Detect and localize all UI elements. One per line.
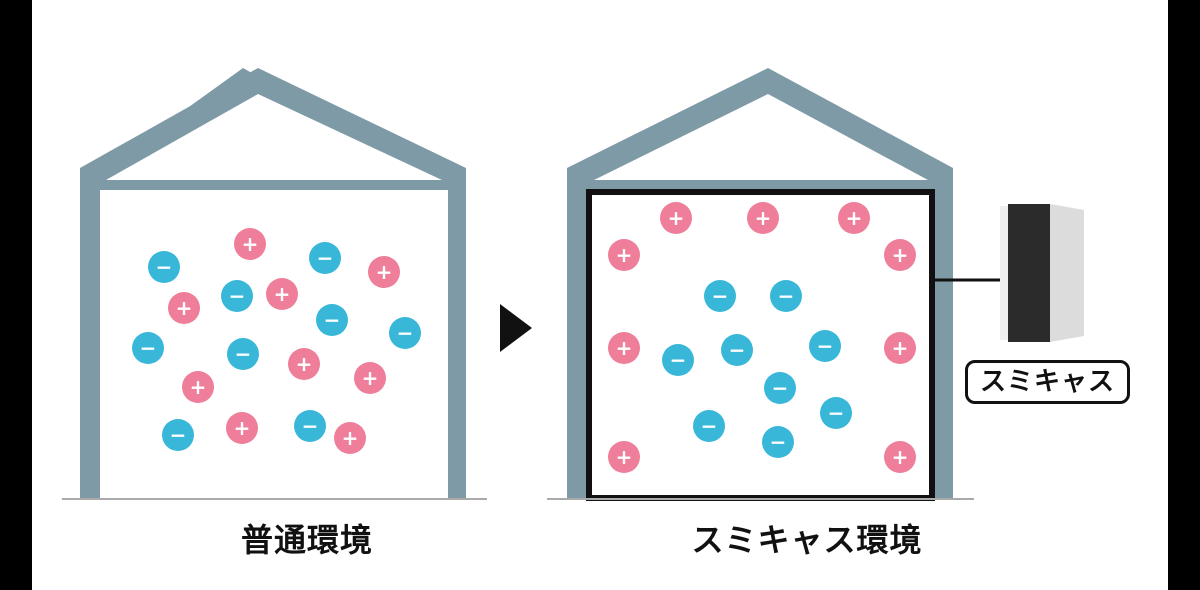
positive-ion-icon: + xyxy=(288,348,320,380)
svg-text:+: + xyxy=(892,336,909,360)
negative-ion-icon: − xyxy=(770,280,802,312)
positive-ion-icon: + xyxy=(608,441,640,473)
sumicas-device-icon xyxy=(1000,204,1084,342)
svg-text:+: + xyxy=(362,366,379,390)
svg-text:−: − xyxy=(140,336,157,360)
positive-ion-icon: + xyxy=(234,228,266,260)
positive-ion-icon: + xyxy=(354,362,386,394)
svg-text:+: + xyxy=(616,445,633,469)
house-sumicas xyxy=(567,68,953,501)
negative-ion-icon: − xyxy=(721,334,753,366)
svg-text:−: − xyxy=(235,342,252,366)
positive-ion-icon: + xyxy=(226,412,258,444)
svg-text:−: − xyxy=(670,348,687,372)
svg-text:+: + xyxy=(892,445,909,469)
negative-ion-icon: − xyxy=(227,338,259,370)
caption-sumicas-environment: スミキャス環境 xyxy=(691,521,923,559)
svg-text:−: − xyxy=(324,308,341,332)
svg-text:−: − xyxy=(729,338,746,362)
positive-ion-icon: + xyxy=(747,202,779,234)
negative-ion-icon: − xyxy=(809,330,841,362)
negative-ion-icon: − xyxy=(693,410,725,442)
svg-text:+: + xyxy=(668,206,685,230)
arrow-right-icon xyxy=(500,304,532,352)
svg-text:+: + xyxy=(342,426,359,450)
positive-ion-icon: + xyxy=(608,239,640,271)
ion-layer: ++++++++ +− −−−−− −− −+ + ++ ++ ++ +− −− − −−−−− xyxy=(132,202,916,473)
positive-ion-icon: + xyxy=(368,256,400,288)
svg-text:+: + xyxy=(376,260,393,284)
svg-text:+: + xyxy=(892,243,909,267)
svg-text:+: + xyxy=(846,206,863,230)
positive-ion-icon: + xyxy=(608,332,640,364)
svg-text:−: − xyxy=(778,284,795,308)
svg-text:−: − xyxy=(397,321,414,345)
ion-comparison-diagram: ++++++++ +− −−−−− −− −+ + ++ ++ ++ +− −− − −−−−− xyxy=(62,68,1084,501)
svg-text:−: − xyxy=(770,430,787,454)
positive-ion-icon: + xyxy=(168,292,200,324)
positive-ion-icon: + xyxy=(660,202,692,234)
negative-ion-icon: − xyxy=(294,410,326,442)
svg-text:−: − xyxy=(701,414,718,438)
svg-text:+: + xyxy=(616,336,633,360)
negative-ion-icon: − xyxy=(764,372,796,404)
negative-ion-icon: − xyxy=(309,242,341,274)
negative-ion-icon: − xyxy=(316,304,348,336)
positive-ion-icon: + xyxy=(182,371,214,403)
svg-text:+: + xyxy=(176,296,193,320)
svg-text:−: − xyxy=(229,284,246,308)
diagram-canvas: + + + + + + + + + − − − − − − − − − + + + + + + + + + − − − − − − − − − 普通環… xyxy=(32,0,1168,590)
svg-text:+: + xyxy=(190,375,207,399)
sumicas-inner-frame xyxy=(586,189,935,501)
negative-ion-icon: − xyxy=(820,397,852,429)
positive-ion-icon: + xyxy=(334,422,366,454)
negative-ion-icon: − xyxy=(132,332,164,364)
svg-text:−: − xyxy=(817,334,834,358)
negative-ion-icon: − xyxy=(704,280,736,312)
house-normal-roof-inner xyxy=(106,94,442,180)
svg-text:+: + xyxy=(296,352,313,376)
negative-ion-icon: − xyxy=(762,426,794,458)
svg-text:+: + xyxy=(234,416,251,440)
positive-ion-icon: + xyxy=(266,278,298,310)
svg-text:−: − xyxy=(170,423,187,447)
caption-normal-environment: 普通環境 xyxy=(240,521,373,559)
negative-ion-icon: − xyxy=(662,344,694,376)
svg-text:−: − xyxy=(302,414,319,438)
house-normal xyxy=(80,68,466,500)
svg-text:+: + xyxy=(755,206,772,230)
svg-text:−: − xyxy=(156,255,173,279)
svg-text:−: − xyxy=(317,246,334,270)
positive-ion-icon: + xyxy=(884,239,916,271)
svg-text:+: + xyxy=(616,243,633,267)
device-name-label: スミキャス xyxy=(965,360,1130,404)
positive-ion-icon: + xyxy=(884,441,916,473)
positive-ion-icon: + xyxy=(838,202,870,234)
negative-ion-icon: − xyxy=(221,280,253,312)
svg-text:−: − xyxy=(772,376,789,400)
negative-ion-icon: − xyxy=(162,419,194,451)
svg-text:−: − xyxy=(712,284,729,308)
negative-ion-icon: − xyxy=(389,317,421,349)
house-sumicas-roof-inner xyxy=(594,94,928,180)
svg-text:+: + xyxy=(274,282,291,306)
negative-ion-icon: − xyxy=(148,251,180,283)
positive-ion-icon: + xyxy=(884,332,916,364)
svg-text:+: + xyxy=(242,232,259,256)
svg-text:−: − xyxy=(828,401,845,425)
